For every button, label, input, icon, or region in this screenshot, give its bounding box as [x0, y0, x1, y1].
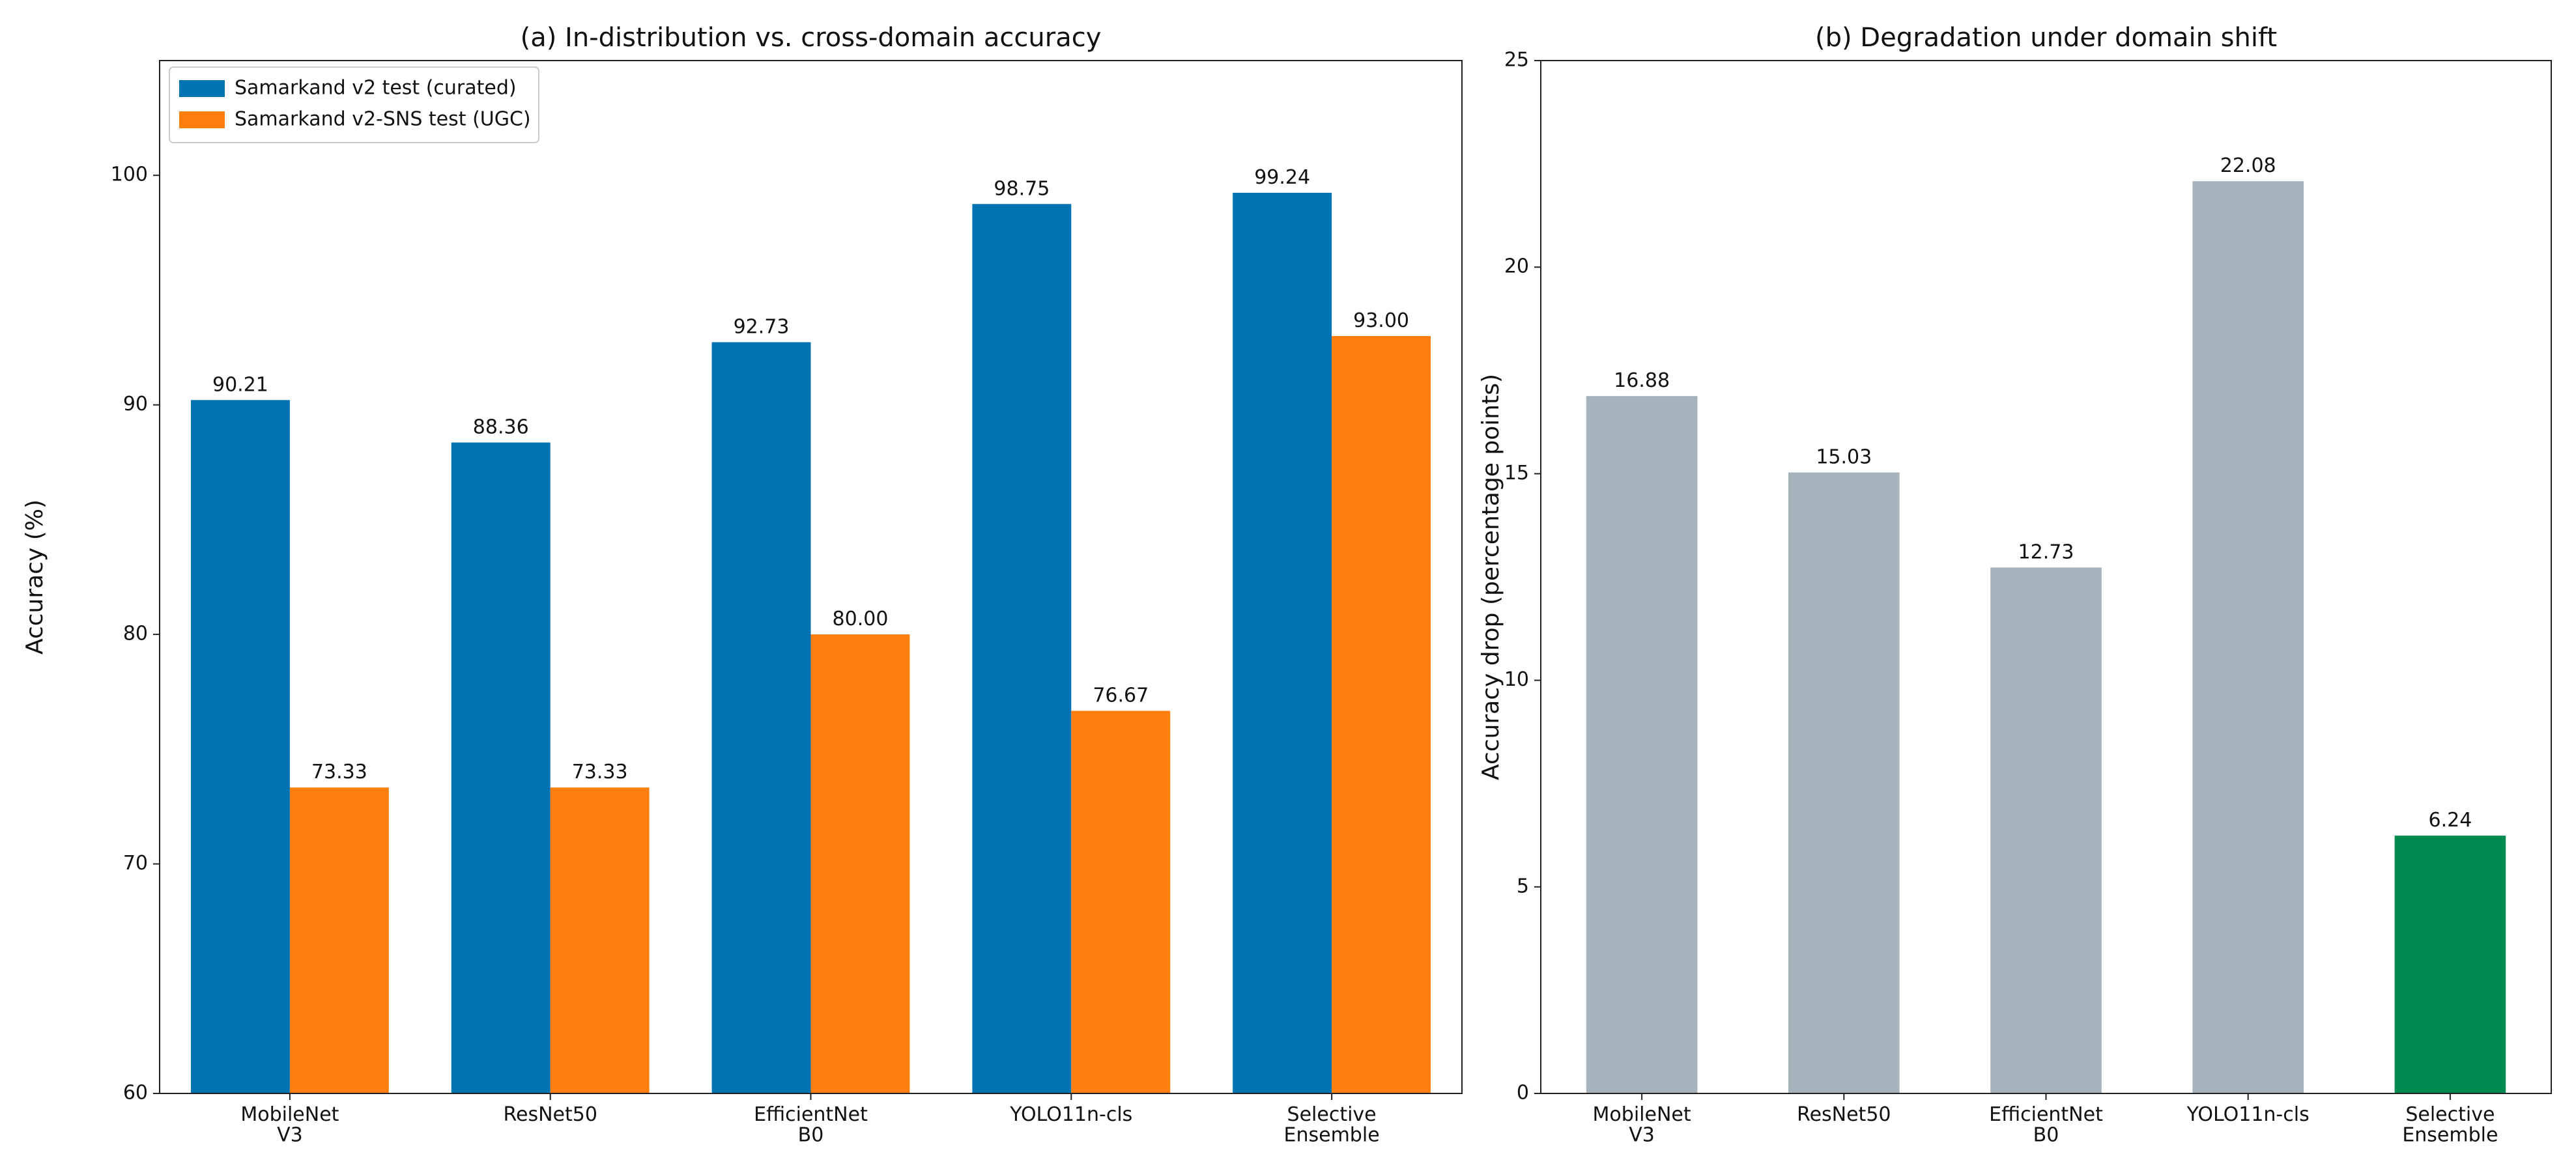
- x-tick-label: MobileNet V3: [240, 1103, 339, 1147]
- chart-title: (b) Degradation under domain shift: [1815, 23, 2277, 53]
- value-label: 88.36: [473, 415, 529, 438]
- y-tick-label: 80: [123, 623, 148, 645]
- value-label: 99.24: [1254, 166, 1310, 189]
- x-tick-label: EfficientNet B0: [754, 1103, 868, 1147]
- x-tick-label: ResNet50: [503, 1103, 597, 1126]
- bar: [1788, 472, 1900, 1093]
- y-axis-label: Accuracy drop (percentage points): [1478, 374, 1504, 780]
- y-tick-label: 20: [1504, 255, 1529, 278]
- bar: [451, 442, 551, 1093]
- y-tick-label: 15: [1504, 462, 1529, 485]
- y-axis-label: Accuracy (%): [21, 500, 48, 655]
- y-tick-label: 10: [1504, 668, 1529, 691]
- y-tick-label: 90: [123, 393, 148, 415]
- legend-swatch: [179, 80, 225, 97]
- y-tick-label: 60: [123, 1082, 148, 1105]
- bar: [711, 342, 811, 1093]
- value-label: 73.33: [572, 761, 628, 783]
- legend-label: Samarkand v2 test (curated): [235, 77, 517, 100]
- legend-box: [169, 66, 539, 143]
- x-tick-label: MobileNet V3: [1593, 1103, 1691, 1147]
- x-tick-label: Selective Ensemble: [1284, 1103, 1380, 1147]
- value-label: 98.75: [994, 177, 1050, 200]
- bar: [289, 787, 389, 1093]
- x-tick-label: YOLO11n-cls: [1009, 1103, 1132, 1126]
- plot-frame: [1540, 60, 2552, 1094]
- value-label: 76.67: [1093, 684, 1149, 707]
- value-label: 6.24: [2429, 809, 2472, 832]
- bar: [550, 787, 650, 1093]
- bar: [972, 204, 1072, 1093]
- plot-frame: [159, 60, 1463, 1094]
- x-tick-label: Selective Ensemble: [2402, 1103, 2498, 1147]
- x-tick-label: ResNet50: [1797, 1103, 1891, 1126]
- value-label: 90.21: [212, 373, 268, 396]
- bar: [1332, 335, 1431, 1093]
- legend-swatch: [179, 111, 225, 128]
- value-label: 15.03: [1816, 445, 1872, 468]
- y-tick-label: 100: [111, 163, 148, 186]
- y-tick-label: 25: [1504, 49, 1529, 72]
- x-tick-label: EfficientNet B0: [1989, 1103, 2103, 1147]
- bar: [1071, 711, 1171, 1093]
- chart-title: (a) In-distribution vs. cross-domain acc…: [521, 23, 1102, 53]
- x-tick-label: YOLO11n-cls: [2186, 1103, 2310, 1126]
- bar: [1233, 193, 1332, 1093]
- value-label: 93.00: [1353, 309, 1409, 332]
- value-label: 92.73: [734, 315, 790, 338]
- bar: [810, 634, 910, 1093]
- value-label: 73.33: [311, 761, 367, 783]
- bar: [1586, 396, 1698, 1093]
- bar: [190, 400, 290, 1093]
- bar: [2394, 836, 2506, 1093]
- bar: [1990, 567, 2102, 1093]
- y-tick-label: 70: [123, 852, 148, 875]
- bar: [2192, 181, 2304, 1093]
- value-label: 16.88: [1614, 369, 1670, 392]
- y-tick-label: 5: [1517, 875, 1529, 897]
- legend-label: Samarkand v2-SNS test (UGC): [235, 108, 531, 131]
- value-label: 12.73: [2018, 541, 2074, 563]
- value-label: 22.08: [2220, 154, 2276, 177]
- value-label: 80.00: [833, 608, 889, 630]
- y-tick-label: 0: [1517, 1082, 1529, 1105]
